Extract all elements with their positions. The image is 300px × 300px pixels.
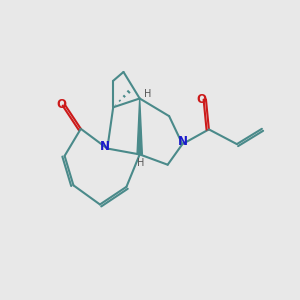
Text: N: N bbox=[100, 140, 110, 153]
Text: H: H bbox=[144, 89, 152, 99]
Text: O: O bbox=[196, 93, 206, 106]
Text: H: H bbox=[137, 158, 145, 168]
Text: O: O bbox=[56, 98, 66, 111]
Polygon shape bbox=[137, 98, 142, 154]
Text: N: N bbox=[177, 135, 188, 148]
